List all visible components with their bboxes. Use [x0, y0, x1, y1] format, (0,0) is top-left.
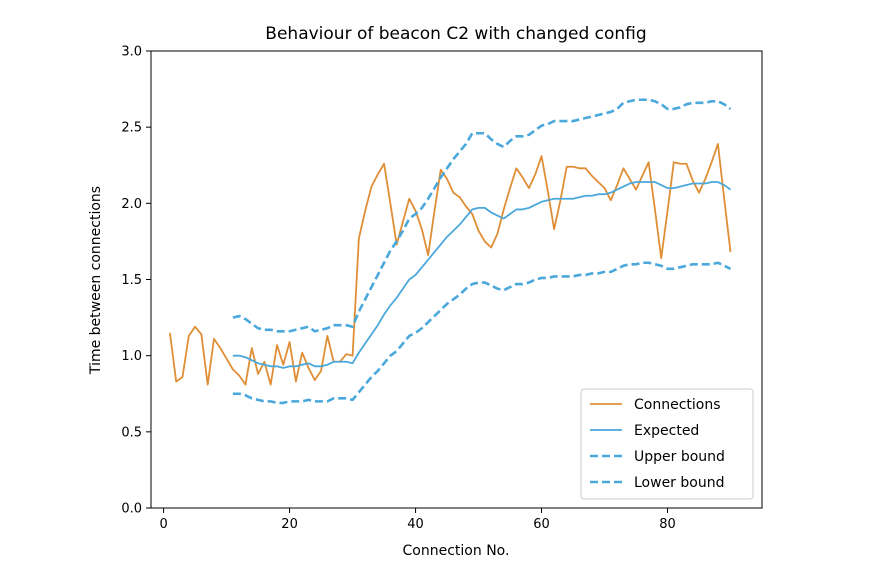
- x-axis: 0 20 40 60 80: [159, 508, 676, 532]
- legend-label-connections: Connections: [634, 397, 721, 413]
- y-tick-label: 1.0: [121, 349, 142, 364]
- chart-title: Behaviour of beacon C2 with changed conf…: [265, 24, 646, 44]
- series-line-expected: [232, 181, 732, 369]
- y-axis: 0.0 0.5 1.0 1.5 2.0 2.5 3.0: [121, 45, 151, 517]
- y-tick-label: 0.0: [121, 502, 142, 517]
- x-tick-label: 20: [281, 517, 298, 532]
- y-tick-label: 0.5: [121, 425, 142, 440]
- x-tick-label: 0: [159, 517, 167, 532]
- legend: Connections Expected Upper bound Lower boun…: [580, 388, 754, 500]
- series-line-lower-bound: [232, 261, 732, 405]
- x-axis-label: Connection No.: [403, 543, 510, 559]
- y-tick-label: 2.5: [121, 121, 142, 136]
- legend-label-expected: Expected: [634, 423, 699, 439]
- series-line-connections: [169, 143, 732, 386]
- legend-label-upper-bound: Upper bound: [634, 449, 725, 465]
- y-tick-label: 3.0: [121, 45, 142, 60]
- y-tick-label: 2.0: [121, 197, 142, 212]
- y-axis-label: Time between connections: [88, 186, 104, 375]
- x-tick-label: 40: [407, 517, 424, 532]
- legend-label-lower-bound: Lower bound: [634, 475, 724, 491]
- series-layer: [169, 98, 732, 405]
- series-line-upper-bound: [232, 98, 732, 333]
- x-tick-label: 80: [659, 517, 676, 532]
- legend-box: [580, 388, 754, 500]
- x-tick-label: 60: [533, 517, 550, 532]
- y-tick-label: 1.5: [121, 273, 142, 288]
